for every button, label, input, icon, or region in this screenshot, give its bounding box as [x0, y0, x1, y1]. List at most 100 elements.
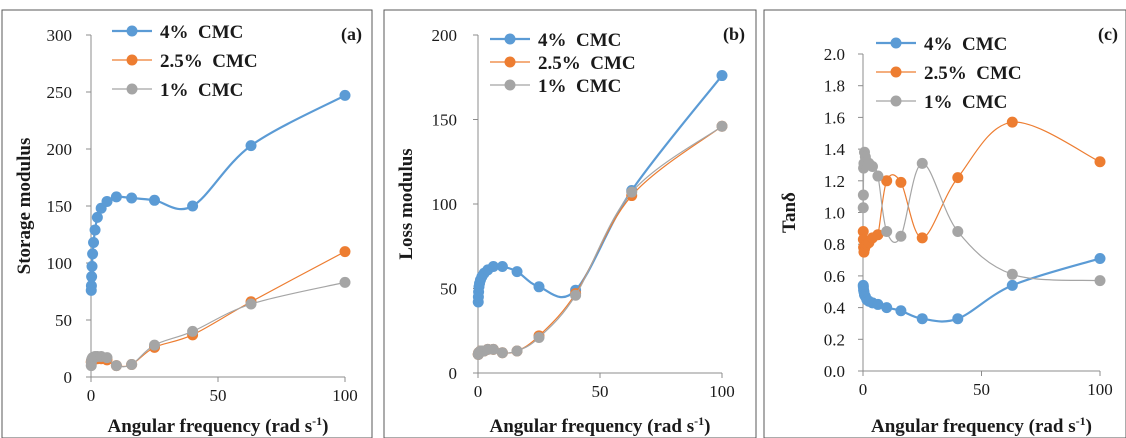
data-point [881, 226, 893, 238]
legend-marker [126, 54, 138, 66]
legend-label: 1% CMC [160, 80, 243, 101]
series-line-cmc_2_5 [90, 251, 346, 368]
data-point [89, 224, 101, 236]
data-point [916, 232, 928, 244]
legend-label: 2.5% CMC [924, 63, 1022, 84]
legend-marker [126, 25, 138, 37]
x-tick-label: 0 [87, 386, 96, 405]
data-point [1006, 116, 1018, 128]
y-tick-label: 1.8 [824, 77, 845, 96]
x-axis-title: Angular frequency (rad s-1) [108, 414, 329, 437]
data-point [570, 289, 582, 301]
data-point [872, 298, 884, 310]
data-point [857, 226, 869, 238]
y-tick-label: 2.0 [824, 45, 845, 64]
panel-label: (a) [341, 24, 362, 45]
y-tick-label: 100 [47, 254, 73, 273]
y-tick-label: 0.0 [824, 362, 845, 381]
series-line-cmc_1 [862, 151, 1101, 282]
data-point [245, 298, 257, 310]
data-point [339, 89, 351, 101]
data-point [91, 211, 103, 223]
y-tick-label: 300 [47, 26, 73, 45]
legend-label: 2.5% CMC [160, 51, 258, 72]
legend-marker [890, 95, 902, 107]
data-point [87, 248, 99, 260]
data-point [895, 305, 907, 317]
y-tick-label: 100 [432, 195, 458, 214]
data-point [187, 200, 199, 212]
panel-frame [383, 9, 757, 438]
legend-marker [890, 66, 902, 78]
y-tick-label: 0.8 [824, 235, 845, 254]
legend-label: 2.5% CMC [538, 53, 636, 74]
legend-marker [504, 33, 516, 45]
data-point [857, 202, 869, 214]
y-axis-title: Tanδ [779, 192, 800, 233]
y-tick-label: 1.4 [824, 140, 846, 159]
legend-label: 4% CMC [924, 34, 1007, 55]
y-tick-label: 0.2 [824, 330, 845, 349]
data-point [916, 313, 928, 325]
data-point [716, 120, 728, 132]
data-point [110, 191, 122, 203]
legend-marker [504, 56, 516, 68]
legend-marker [504, 79, 516, 91]
data-point [187, 325, 199, 337]
data-point [533, 281, 545, 293]
data-point [88, 236, 100, 248]
x-axis-title: Angular frequency (rad s-1) [871, 414, 1092, 437]
y-tick-label: 200 [47, 140, 73, 159]
data-point [86, 260, 98, 272]
y-tick-label: 250 [47, 83, 73, 102]
series-line-cmc_2_5 [477, 125, 723, 356]
panel-frame [1, 9, 373, 438]
x-tick-label: 0 [859, 380, 868, 399]
y-tick-label: 1.6 [824, 108, 845, 127]
legend-label: 1% CMC [924, 92, 1007, 113]
x-tick-label: 0 [474, 382, 483, 401]
data-point [866, 161, 878, 173]
legend-label: 4% CMC [160, 22, 243, 43]
data-point [110, 360, 122, 372]
y-tick-label: 1.2 [824, 172, 845, 191]
y-axis-title: Storage modulus [14, 138, 35, 275]
data-point [101, 352, 113, 364]
panel-c: 0.0 0.2 0.4 0.6 0.8 1.0 1.2 1.4 1.6 1.8 2.0 0 50 100 A… [763, 9, 1126, 438]
y-tick-label: 0 [449, 364, 458, 383]
x-axis-title: Angular frequency (rad s-1) [490, 414, 711, 437]
data-point [1094, 252, 1106, 264]
data-point [857, 189, 869, 201]
data-point [895, 176, 907, 188]
data-point [626, 186, 638, 198]
y-tick-label: 0 [64, 368, 73, 387]
data-point [149, 194, 160, 206]
y-tick-label: 0.4 [824, 299, 846, 318]
data-point [1006, 279, 1018, 291]
series-line-cmc_4 [90, 94, 346, 291]
y-tick-label: 150 [432, 111, 458, 130]
data-point [126, 192, 138, 204]
data-point [126, 358, 138, 370]
data-point [533, 332, 545, 344]
y-tick-label: 0.6 [824, 267, 845, 286]
x-tick-label: 100 [1087, 380, 1113, 399]
data-point [872, 170, 884, 182]
data-point [85, 280, 97, 292]
data-point [881, 302, 893, 314]
data-point [1006, 268, 1018, 280]
panel-label: (c) [1098, 24, 1118, 45]
data-point [496, 347, 508, 359]
panel-frame [763, 9, 1126, 438]
series-line-cmc_1 [477, 125, 723, 356]
data-point [487, 261, 499, 273]
y-tick-label: 50 [440, 280, 457, 299]
data-point [1094, 156, 1106, 168]
x-tick-label: 50 [210, 386, 227, 405]
x-tick-label: 50 [973, 380, 990, 399]
data-point [916, 157, 928, 169]
x-tick-label: 100 [332, 386, 358, 405]
y-tick-label: 1.0 [824, 204, 845, 223]
x-tick-label: 50 [592, 382, 609, 401]
